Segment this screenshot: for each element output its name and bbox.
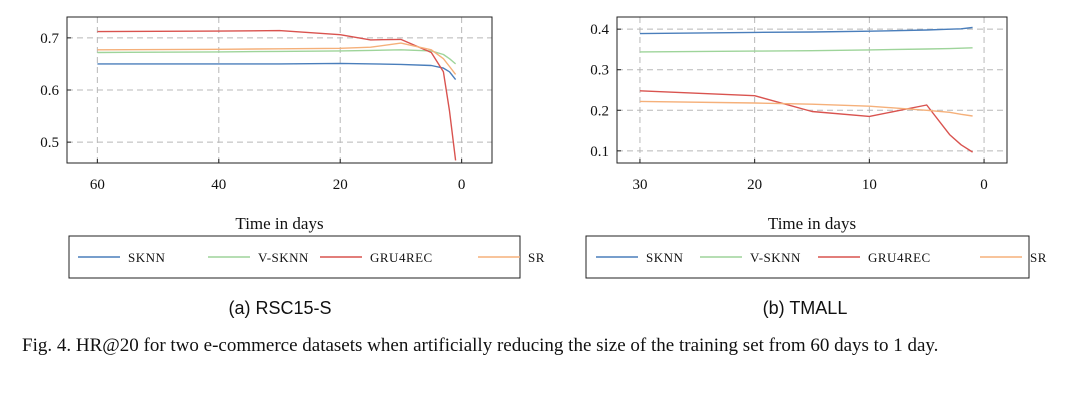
- x-tick-label: 20: [333, 177, 348, 193]
- y-tick-label: 0.4: [590, 22, 609, 38]
- x-tick-label: 30: [632, 177, 647, 193]
- series-line-gru4rec: [97, 29, 457, 161]
- y-tick-label: 0.2: [590, 103, 609, 119]
- x-tick-label: 20: [747, 177, 762, 193]
- subfigure-caption: (b) TMALL: [763, 298, 848, 318]
- x-tick-label: 0: [458, 177, 466, 193]
- y-tick-label: 0.6: [40, 83, 59, 99]
- legend-label-gru4rec: GRU4REC: [868, 250, 931, 265]
- x-tick-label: 40: [211, 177, 226, 193]
- plot-frame: [616, 16, 1008, 164]
- legend-label-sknn: SKNN: [128, 250, 166, 265]
- legend: SKNN V-SKNN GRU4REC SR: [68, 235, 545, 279]
- x-tick-label: 0: [980, 177, 988, 193]
- subfigure-caption: (a) RSC15-S: [228, 298, 331, 318]
- series-line-v-sknn: [97, 49, 457, 65]
- legend-label-sr: SR: [1030, 250, 1047, 265]
- legend-label-sr: SR: [528, 250, 545, 265]
- legend-label-v-sknn: V-SKNN: [258, 250, 309, 265]
- x-tick-label: 10: [862, 177, 877, 193]
- chart-panel-tmall: 30 20 10 0 0.1 0.2 0.3 0.4 Time in days SKNN V-SKN…: [585, 16, 1047, 318]
- x-axis-label: Time in days: [768, 214, 856, 233]
- y-tick-label: 0.1: [590, 144, 609, 160]
- figure-caption: Fig. 4. HR@20 for two e-commerce dataset…: [22, 335, 939, 356]
- series-line-v-sknn: [639, 47, 973, 53]
- x-tick-label: 60: [90, 177, 105, 193]
- series-line-sr: [97, 42, 457, 75]
- series-line-sknn: [639, 26, 973, 35]
- x-axis-label: Time in days: [235, 214, 323, 233]
- series-line-sr: [639, 100, 973, 117]
- legend-label-sknn: SKNN: [646, 250, 684, 265]
- y-tick-label: 0.3: [590, 63, 609, 79]
- legend-label-v-sknn: V-SKNN: [750, 250, 801, 265]
- series-line-gru4rec: [639, 90, 973, 153]
- legend: SKNN V-SKNN GRU4REC SR: [585, 235, 1047, 279]
- chart-panel-rsc15: 60 40 20 0 0.5 0.6 0.7 Time in days SKNN V-SKNN GR…: [40, 16, 545, 318]
- legend-label-gru4rec: GRU4REC: [370, 250, 433, 265]
- series-line-sknn: [97, 62, 457, 81]
- y-tick-label: 0.5: [40, 135, 59, 151]
- y-tick-label: 0.7: [40, 31, 59, 47]
- legend-box: [68, 235, 521, 279]
- legend-box: [585, 235, 1030, 279]
